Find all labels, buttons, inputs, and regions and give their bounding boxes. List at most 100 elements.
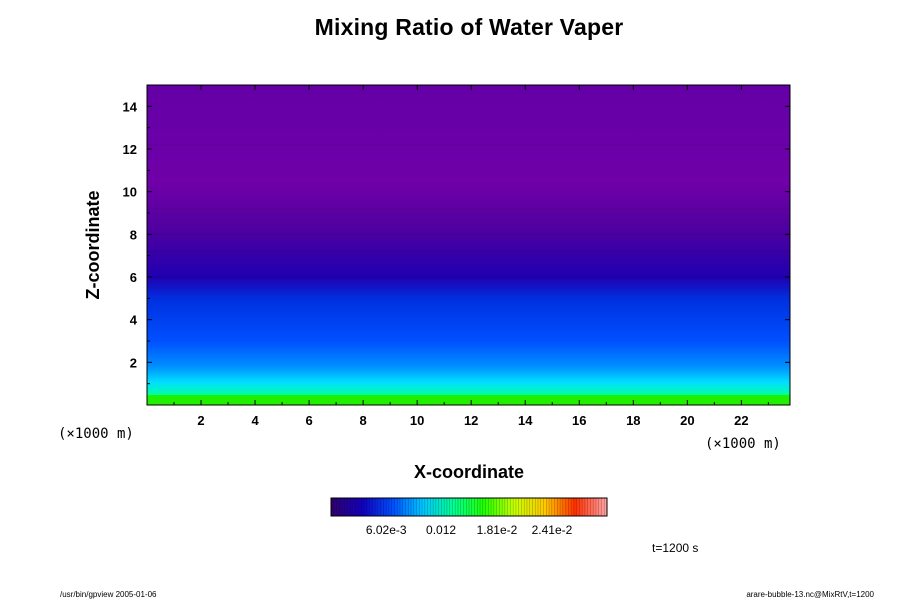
colorbar-cell <box>383 498 387 516</box>
colorbar-cell <box>350 498 354 516</box>
colorbar-cell <box>391 498 395 516</box>
colorbar-cell <box>452 498 456 516</box>
colorbar-cell <box>507 498 511 516</box>
colorbar-cell <box>538 498 542 516</box>
colorbar-cell <box>455 498 459 516</box>
x-tick-label: 22 <box>734 413 748 428</box>
colorbar-cell <box>441 498 445 516</box>
contour-band <box>147 207 790 210</box>
colorbar-cell <box>579 498 583 516</box>
colorbar-cell <box>449 498 453 516</box>
colorbar-cell <box>513 498 517 516</box>
colorbar-cell <box>466 498 470 516</box>
colorbar-cell <box>377 498 381 516</box>
colorbar-cell <box>339 498 343 516</box>
x-tick-label: 18 <box>626 413 640 428</box>
colorbar-cell <box>358 498 362 516</box>
y-tick-label: 10 <box>123 185 137 200</box>
x-tick-label: 2 <box>197 413 204 428</box>
colorbar-cell <box>435 498 439 516</box>
colorbar-cell <box>413 498 417 516</box>
colorbar-cell <box>595 498 600 516</box>
x-unit-label: (×1000 m) <box>58 426 134 442</box>
colorbar-cell <box>499 498 503 516</box>
x-tick-label: 14 <box>518 413 533 428</box>
colorbar-cell <box>424 498 428 516</box>
colorbar-cell <box>562 498 566 516</box>
colorbar-cell <box>477 498 481 516</box>
colorbar-cell <box>590 498 594 516</box>
colorbar-cell <box>518 498 522 516</box>
chart-title: Mixing Ratio of Water Vaper <box>314 14 624 40</box>
colorbar-cell <box>369 498 373 516</box>
colorbar-cell <box>480 498 484 516</box>
colorbar-cell <box>535 498 539 516</box>
colorbar-frame <box>330 497 608 517</box>
colorbar-labels: 6.02e-3 0.012 1.81e-2 2.41e-2 <box>366 523 573 537</box>
colorbar-cell <box>515 498 519 516</box>
colorbar-cell <box>388 498 393 516</box>
colorbar-cell <box>560 498 564 516</box>
colorbar-tick-label: 0.012 <box>426 523 456 537</box>
colorbar-cell <box>598 498 602 516</box>
colorbar-cell <box>463 498 467 516</box>
y-tick-label: 12 <box>123 142 137 157</box>
colorbar-cell <box>582 498 586 516</box>
x-tick-label: 20 <box>680 413 694 428</box>
y-tick-label: 6 <box>130 270 137 285</box>
colorbar-cell <box>405 498 409 516</box>
contour-bands <box>147 143 790 278</box>
colorbar-tick-label: 1.81e-2 <box>477 523 518 537</box>
x-tick-label: 8 <box>360 413 367 428</box>
colorbar-cell <box>471 498 475 516</box>
colorbar-cell <box>549 498 553 516</box>
colorbar-cell <box>353 498 357 516</box>
colorbar-cell <box>397 498 401 516</box>
colorbar-cell <box>587 498 591 516</box>
colorbar-cell <box>529 498 533 516</box>
colorbar-cell <box>554 498 558 516</box>
colorbar-cell <box>344 498 348 516</box>
colorbar-cell <box>571 498 575 516</box>
colorbar-tick-label: 2.41e-2 <box>532 523 573 537</box>
colorbar-cell <box>444 498 448 516</box>
colorbar-cell <box>526 498 531 516</box>
colorbar-cell <box>333 498 337 516</box>
colorbar-cell <box>474 498 478 516</box>
colorbar: 6.02e-3 0.012 1.81e-2 2.41e-2 <box>330 497 608 537</box>
colorbar-cell <box>380 498 384 516</box>
colorbar-cell <box>416 498 420 516</box>
colorbar-cell <box>543 498 547 516</box>
y-axis-ticks: 2 4 6 8 10 12 14 <box>123 99 790 385</box>
moist-bubble <box>215 348 727 405</box>
colorbar-cell <box>521 498 525 516</box>
colorbar-cell <box>510 498 514 516</box>
colorbar-cell <box>504 498 508 516</box>
colorbar-cell <box>593 498 597 516</box>
colorbar-cell <box>502 498 506 516</box>
colorbar-cell <box>411 498 415 516</box>
colorbar-cell <box>394 498 398 516</box>
colorbar-cell <box>551 498 555 516</box>
colorbar-cell <box>469 498 473 516</box>
x-tick-label: 10 <box>410 413 424 428</box>
colorbar-cell <box>601 498 605 516</box>
colorbar-cell <box>347 498 351 516</box>
colorbar-cell <box>355 498 359 516</box>
contour-band <box>147 143 790 146</box>
colorbar-tick-label: 6.02e-3 <box>366 523 407 537</box>
colorbar-cell <box>446 498 450 516</box>
colorbar-cell <box>584 498 588 516</box>
x-tick-label: 12 <box>464 413 478 428</box>
colorbar-cell <box>400 498 404 516</box>
colorbar-cell <box>408 498 412 516</box>
colorbar-cell <box>366 498 370 516</box>
colorbar-cell <box>422 498 426 516</box>
heatmap-field <box>147 85 790 405</box>
colorbar-cell <box>336 498 340 516</box>
y-unit-label: (×1000 m) <box>705 436 781 452</box>
colorbar-cell <box>402 498 406 516</box>
colorbar-cells <box>330 498 608 516</box>
colorbar-cell <box>568 498 572 516</box>
